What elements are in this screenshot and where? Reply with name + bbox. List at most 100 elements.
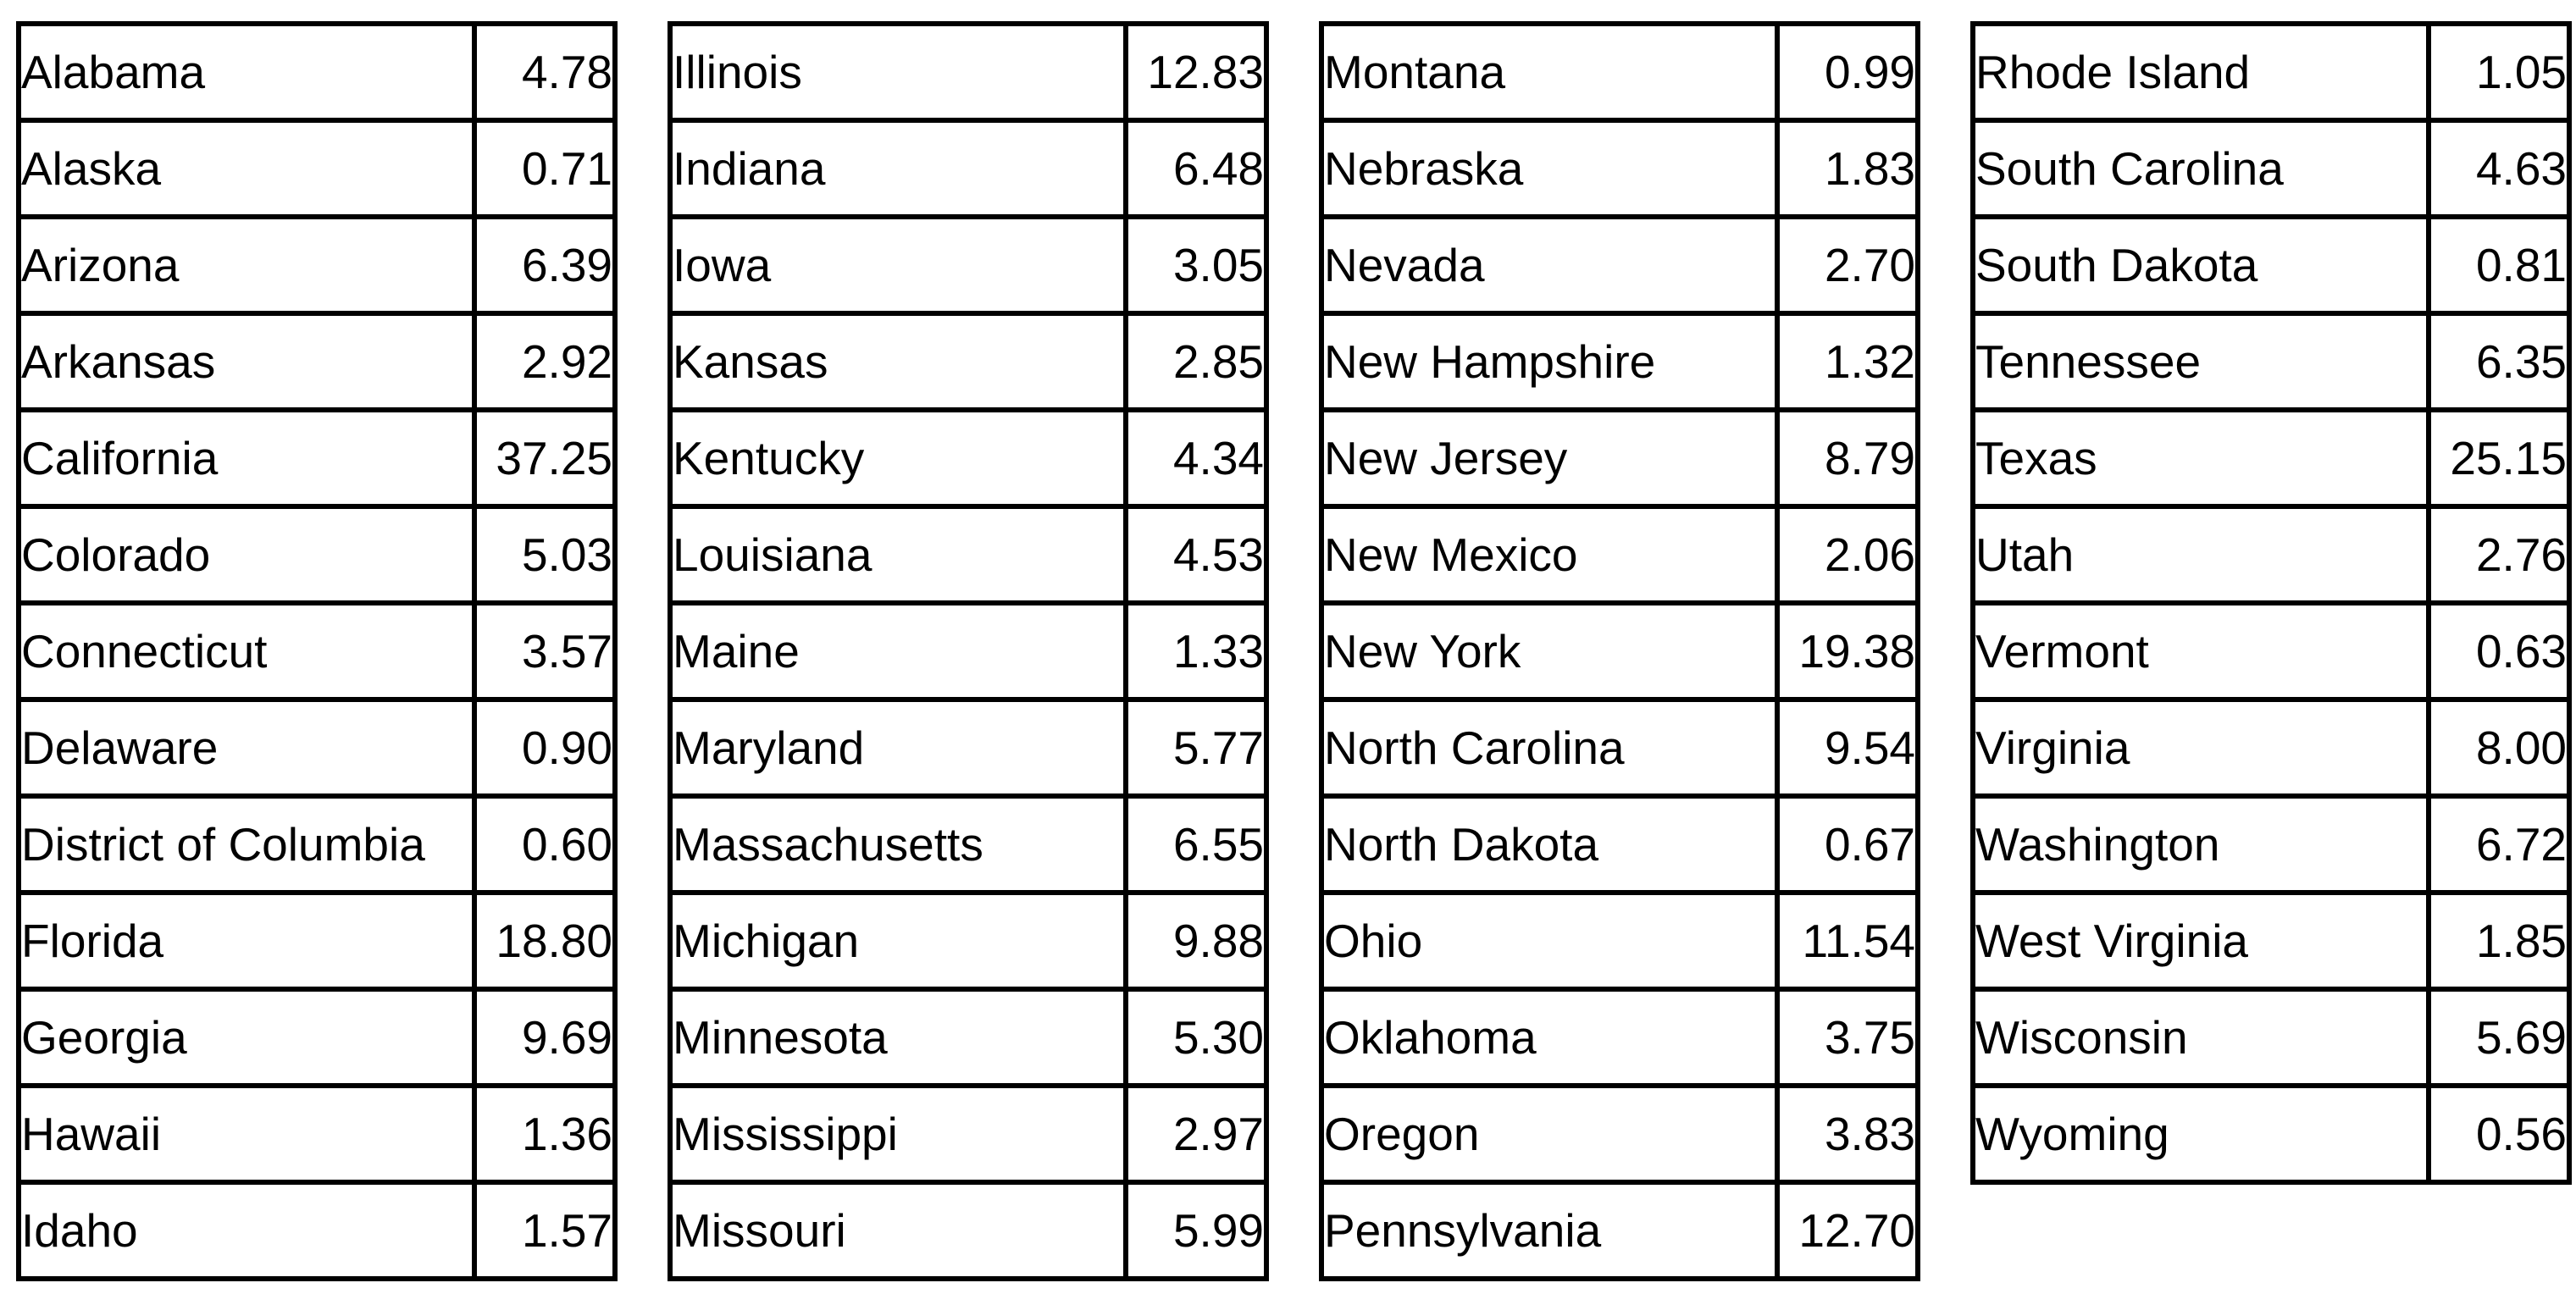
state-value-cell: 1.32	[1775, 311, 1920, 412]
table-row: Arizona 6.39	[16, 214, 618, 316]
state-name-cell: Texas	[1970, 407, 2431, 509]
state-name-cell: Nebraska	[1319, 118, 1780, 219]
state-name-cell: Maryland	[668, 697, 1128, 799]
state-name-cell: Massachusetts	[668, 793, 1128, 895]
state-value-cell: 4.53	[1123, 504, 1269, 605]
table-row: Tennessee 6.35	[1970, 311, 2572, 412]
state-value-cell: 19.38	[1775, 600, 1920, 702]
table-row: Alaska 0.71	[16, 118, 618, 219]
state-value-cell: 2.85	[1123, 311, 1269, 412]
table-row: California 37.25	[16, 407, 618, 509]
state-value-cell: 2.06	[1775, 504, 1920, 605]
state-value-cell: 5.30	[1123, 987, 1269, 1088]
table-row: Montana 0.99	[1319, 21, 1920, 123]
state-value-cell: 1.85	[2426, 890, 2572, 992]
state-name-cell: Pennsylvania	[1319, 1180, 1780, 1281]
state-name-cell: New Hampshire	[1319, 311, 1780, 412]
table-row: New Hampshire 1.32	[1319, 311, 1920, 412]
state-value-cell: 12.83	[1123, 21, 1269, 123]
table-row: Vermont 0.63	[1970, 600, 2572, 702]
state-value-cell: 1.05	[2426, 21, 2572, 123]
state-name-cell: Michigan	[668, 890, 1128, 992]
state-value-cell: 4.78	[472, 21, 618, 123]
state-value-cell: 5.99	[1123, 1180, 1269, 1281]
table-row: Oklahoma 3.75	[1319, 987, 1920, 1088]
state-name-cell: Georgia	[16, 987, 477, 1088]
state-name-cell: New York	[1319, 600, 1780, 702]
state-name-cell: Nevada	[1319, 214, 1780, 316]
state-name-cell: Wyoming	[1970, 1083, 2431, 1185]
state-value-cell: 0.60	[472, 793, 618, 895]
state-value-cell: 2.76	[2426, 504, 2572, 605]
state-name-cell: California	[16, 407, 477, 509]
state-name-cell: Delaware	[16, 697, 477, 799]
state-value-cell: 2.92	[472, 311, 618, 412]
table-row: Maine 1.33	[668, 600, 1269, 702]
table-row: Washington 6.72	[1970, 793, 2572, 895]
table-row: Maryland 5.77	[668, 697, 1269, 799]
table-row: New York 19.38	[1319, 600, 1920, 702]
state-name-cell: North Dakota	[1319, 793, 1780, 895]
table-row: Minnesota 5.30	[668, 987, 1269, 1088]
state-value-cell: 3.83	[1775, 1083, 1920, 1185]
state-name-cell: Florida	[16, 890, 477, 992]
state-value-cell: 5.03	[472, 504, 618, 605]
state-value-cell: 1.36	[472, 1083, 618, 1185]
table-row: Illinois 12.83	[668, 21, 1269, 123]
table-row: Nebraska 1.83	[1319, 118, 1920, 219]
table-row: District of Columbia 0.60	[16, 793, 618, 895]
state-value-cell: 37.25	[472, 407, 618, 509]
table-row: Michigan 9.88	[668, 890, 1269, 992]
state-value-cell: 0.90	[472, 697, 618, 799]
state-name-cell: Mississippi	[668, 1083, 1128, 1185]
table-row: Georgia 9.69	[16, 987, 618, 1088]
table-row: Utah 2.76	[1970, 504, 2572, 605]
state-value-cell: 0.63	[2426, 600, 2572, 702]
state-name-cell: Colorado	[16, 504, 477, 605]
state-name-cell: Kansas	[668, 311, 1128, 412]
table-row: South Carolina 4.63	[1970, 118, 2572, 219]
state-value-cell: 9.54	[1775, 697, 1920, 799]
state-name-cell: Minnesota	[668, 987, 1128, 1088]
state-name-cell: Wisconsin	[1970, 987, 2431, 1088]
state-value-cell: 4.34	[1123, 407, 1269, 509]
table-row: Kansas 2.85	[668, 311, 1269, 412]
table-row: Mississippi 2.97	[668, 1083, 1269, 1185]
table-row: Wyoming 0.56	[1970, 1083, 2572, 1185]
table-row: Ohio 11.54	[1319, 890, 1920, 992]
state-value-cell: 5.77	[1123, 697, 1269, 799]
state-table-3: Montana 0.99 Nebraska 1.83 Nevada 2.70 N…	[1319, 21, 1920, 1281]
table-row: West Virginia 1.85	[1970, 890, 2572, 992]
state-value-cell: 3.05	[1123, 214, 1269, 316]
state-name-cell: Idaho	[16, 1180, 477, 1281]
table-row: Wisconsin 5.69	[1970, 987, 2572, 1088]
state-table-4: Rhode Island 1.05 South Carolina 4.63 So…	[1970, 21, 2572, 1185]
table-row: Iowa 3.05	[668, 214, 1269, 316]
table-row: Idaho 1.57	[16, 1180, 618, 1281]
table-row: Texas 25.15	[1970, 407, 2572, 509]
state-table-1: Alabama 4.78 Alaska 0.71 Arizona 6.39 Ar…	[16, 21, 618, 1281]
state-name-cell: Ohio	[1319, 890, 1780, 992]
state-value-cell: 3.57	[472, 600, 618, 702]
state-value-cell: 3.75	[1775, 987, 1920, 1088]
state-value-cell: 0.71	[472, 118, 618, 219]
table-row: North Carolina 9.54	[1319, 697, 1920, 799]
state-value-cell: 5.69	[2426, 987, 2572, 1088]
state-name-cell: Washington	[1970, 793, 2431, 895]
state-value-cell: 1.83	[1775, 118, 1920, 219]
table-row: Massachusetts 6.55	[668, 793, 1269, 895]
state-value-cell: 0.81	[2426, 214, 2572, 316]
state-name-cell: South Carolina	[1970, 118, 2431, 219]
table-row: South Dakota 0.81	[1970, 214, 2572, 316]
table-row: New Jersey 8.79	[1319, 407, 1920, 509]
state-name-cell: Illinois	[668, 21, 1128, 123]
state-name-cell: New Mexico	[1319, 504, 1780, 605]
table-row: Arkansas 2.92	[16, 311, 618, 412]
state-name-cell: Connecticut	[16, 600, 477, 702]
state-name-cell: South Dakota	[1970, 214, 2431, 316]
state-value-cell: 1.57	[472, 1180, 618, 1281]
state-name-cell: North Carolina	[1319, 697, 1780, 799]
state-name-cell: Utah	[1970, 504, 2431, 605]
state-name-cell: Iowa	[668, 214, 1128, 316]
table-row: Hawaii 1.36	[16, 1083, 618, 1185]
